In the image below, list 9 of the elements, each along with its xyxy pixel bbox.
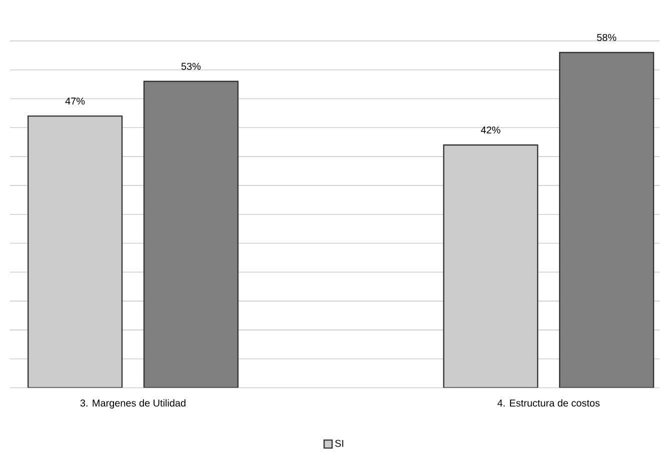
bar xyxy=(559,52,654,388)
x-tick-label: 4. Estructura de costos xyxy=(497,399,600,407)
x-tick-label: 3. Margenes de Utilidad xyxy=(80,399,186,409)
data-label: 47% xyxy=(65,98,85,105)
bar xyxy=(143,80,239,388)
data-label: 58% xyxy=(597,34,616,42)
data-label: 42% xyxy=(480,126,500,134)
data-label: 53% xyxy=(181,62,201,70)
legend-label: SI xyxy=(335,440,344,448)
